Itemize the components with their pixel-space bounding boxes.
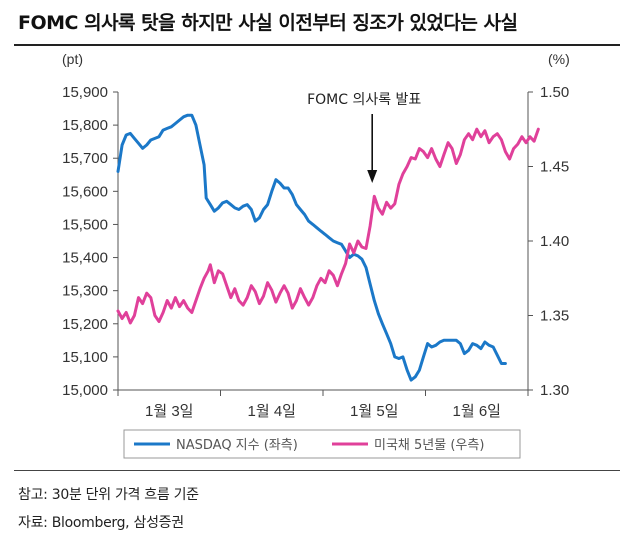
right-tick-label: 1.50 (540, 84, 569, 101)
left-tick-label: 15,600 (62, 183, 108, 200)
left-tick-label: 15,900 (62, 84, 108, 101)
x-tick-label: 1월 5일 (350, 403, 398, 420)
left-tick-label: 15,100 (62, 349, 108, 366)
left-tick-label: 15,400 (62, 250, 108, 267)
title-rule (14, 44, 620, 46)
treasury-5y-series-line (116, 127, 540, 325)
annotation-label: FOMC 의사록 발표 (307, 92, 421, 108)
right-tick-label: 1.35 (540, 308, 569, 325)
right-tick-label: 1.45 (540, 159, 569, 176)
dual-axis-line-chart: (pt) (%) 15,00015,10015,20015,30015,4001… (62, 51, 570, 459)
left-tick-label: 15,300 (62, 283, 108, 300)
x-tick-label: 1월 4일 (248, 403, 296, 420)
legend-box (123, 429, 521, 459)
x-tick-label: 1월 6일 (453, 403, 501, 420)
left-tick-label: 15,800 (62, 117, 108, 134)
legend-label: NASDAQ 지수 (좌측) (176, 438, 298, 453)
notes-rule (14, 470, 620, 471)
nasdaq-series-line (116, 113, 507, 382)
page-title: FOMC 의사록 탓을 하지만 사실 이전부터 징조가 있었다는 사실 (18, 12, 518, 34)
left-tick-label: 15,700 (62, 150, 108, 167)
annotation-arrow-head (367, 170, 378, 183)
series-layer (116, 113, 540, 382)
left-tick-label: 15,000 (62, 382, 108, 399)
fomc-annotation: FOMC 의사록 발표 (307, 92, 421, 183)
note-basis: 참고: 30분 단위 가격 흐름 기준 (18, 487, 199, 503)
note-source: 자료: Bloomberg, 삼성증권 (18, 515, 184, 531)
x-axis: 1월 3일 1월 4일 1월 5일 1월 6일 (117, 389, 529, 420)
left-axis: 15,000 15,100 15,200 15,300 15,400 15,500 15,6… (62, 84, 119, 399)
x-tick-label: 1월 3일 (145, 403, 193, 420)
right-tick-label: 1.30 (540, 382, 569, 399)
left-tick-label: 15,500 (62, 216, 108, 233)
legend: NASDAQ 지수 (좌측) 미국채 5년물 (우측) (123, 429, 521, 459)
right-tick-label: 1.40 (540, 233, 569, 250)
left-axis-unit: (pt) (62, 51, 83, 67)
legend-label: 미국채 5년물 (우측) (374, 438, 484, 453)
right-axis: 1.30 1.35 1.40 1.45 1.50 (527, 84, 569, 399)
left-tick-label: 15,200 (62, 316, 108, 333)
right-axis-unit: (%) (548, 51, 570, 67)
